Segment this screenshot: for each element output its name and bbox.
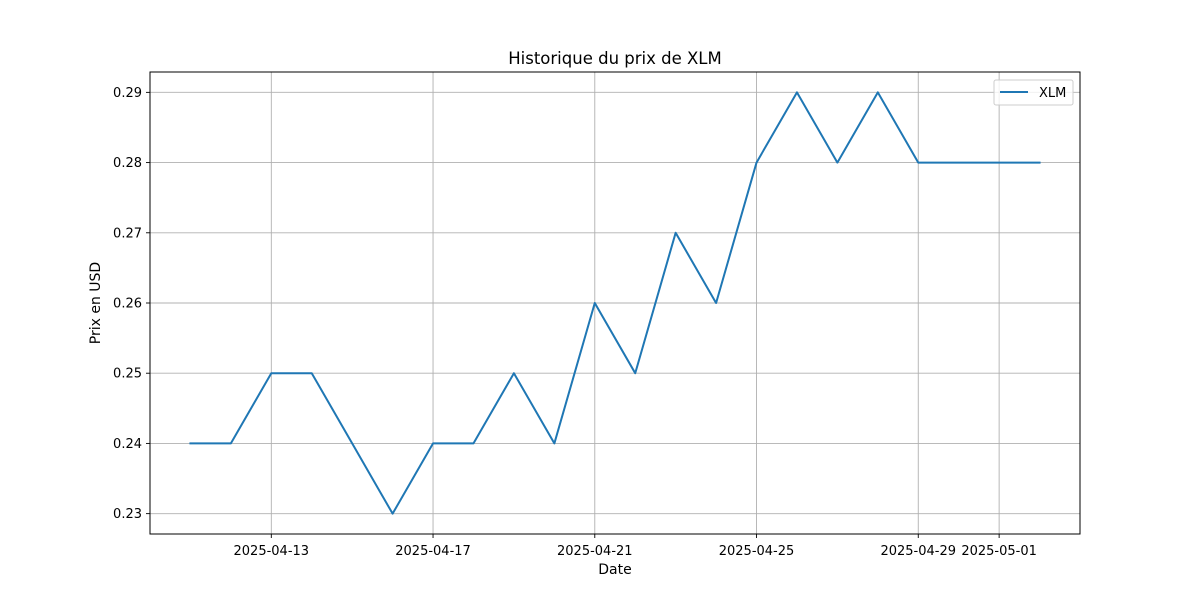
legend-box [993, 79, 1074, 106]
y-tick-label: 0.24 [113, 437, 142, 452]
y-axis-title: Prix en USD [88, 262, 104, 344]
x-tick-label: 2025-04-17 [395, 544, 471, 559]
x-tick-label: 2025-04-25 [719, 544, 795, 559]
series-line-xlm [189, 91, 1041, 515]
y-tick-label: 0.25 [113, 367, 142, 382]
x-tick-label: 2025-04-21 [557, 544, 633, 559]
y-tick-label: 0.28 [113, 156, 142, 171]
x-tick-label: 2025-04-13 [234, 544, 310, 559]
y-axis-ticks: 0.23 0.24 0.25 0.26 0.27 0.28 0.29 [113, 86, 150, 522]
y-tick-label: 0.26 [113, 297, 142, 312]
legend: XLM [993, 79, 1074, 106]
chart-title: Historique du prix de XLM [508, 49, 721, 68]
legend-label-xlm: XLM [1039, 86, 1066, 101]
y-tick-label: 0.23 [113, 507, 142, 522]
y-tick-label: 0.27 [113, 226, 142, 241]
x-axis-title: Date [598, 562, 631, 578]
x-tick-label: 2025-04-29 [880, 544, 956, 559]
x-tick-label: 2025-05-01 [961, 544, 1037, 559]
series-lines [189, 91, 1041, 515]
y-tick-label: 0.29 [113, 86, 142, 101]
x-axis-ticks: 2025-04-13 2025-04-17 2025-04-21 2025-04-25… [234, 534, 1037, 559]
